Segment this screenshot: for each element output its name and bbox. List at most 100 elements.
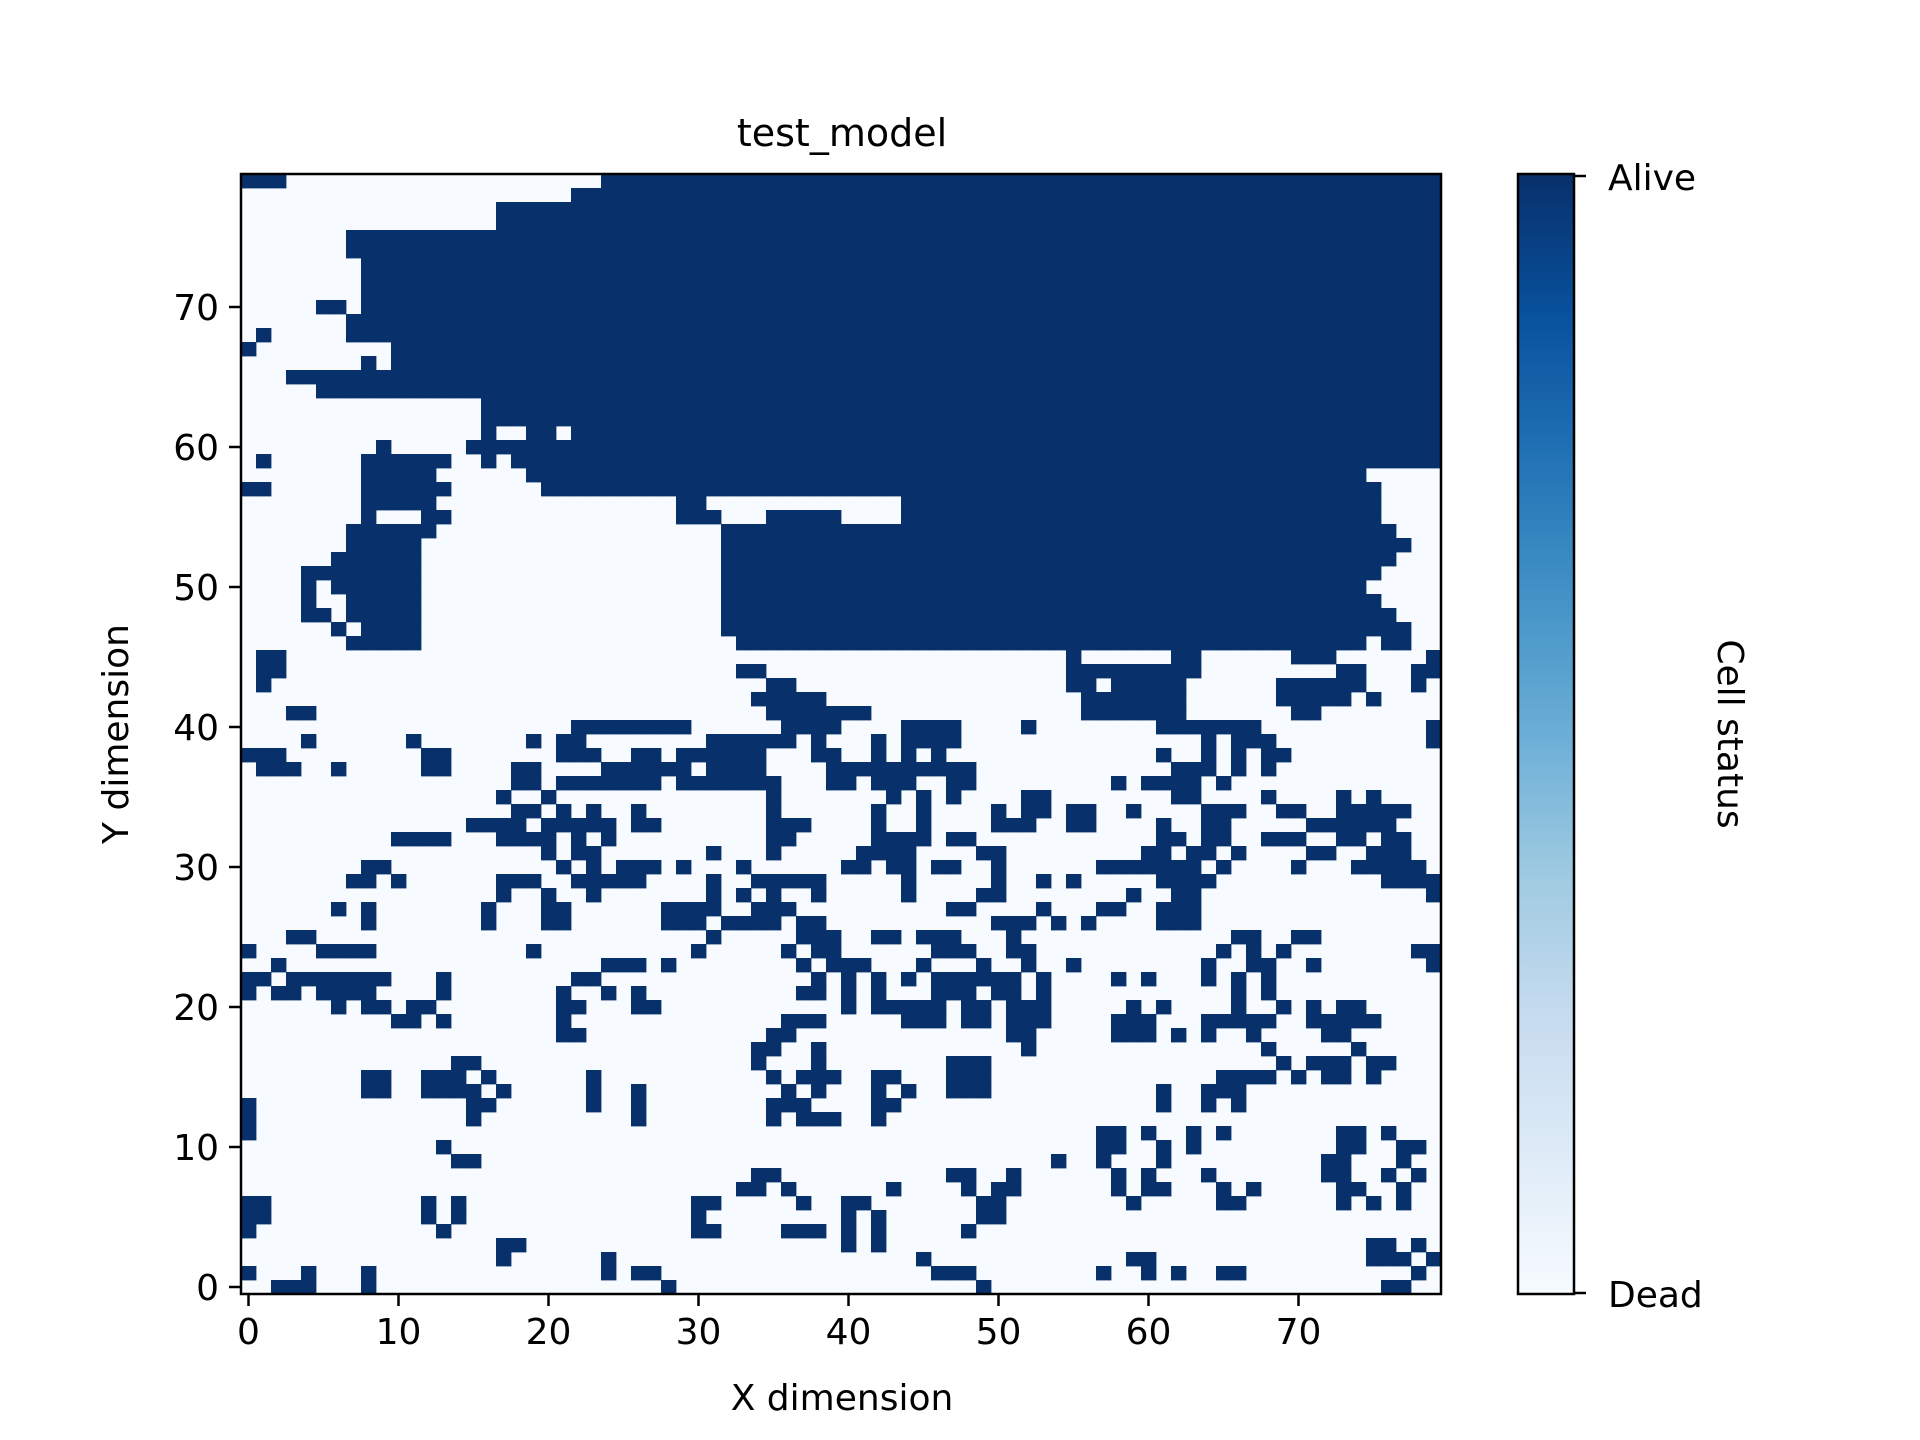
alive-cell [1246,468,1262,483]
alive-cell [1096,902,1112,917]
alive-cell [691,370,707,385]
alive-cell [811,510,827,525]
alive-cell [1126,1028,1142,1043]
alive-cell [526,832,542,847]
alive-cell [586,888,602,903]
alive-cell [511,832,527,847]
alive-cell [961,496,977,511]
alive-cell [1336,286,1352,301]
alive-cell [526,356,542,371]
alive-cell [1081,510,1097,525]
alive-cell [961,636,977,651]
alive-cell [826,440,842,455]
alive-cell [1171,538,1187,553]
alive-cell [781,1028,797,1043]
alive-cell [961,986,977,1001]
alive-cell [736,314,752,329]
alive-cell [766,594,782,609]
alive-cell [1111,496,1127,511]
alive-cell [916,468,932,483]
alive-cell [1051,580,1067,595]
alive-cell [1081,664,1097,679]
alive-cell [1201,804,1217,819]
x-axis-ticks: 0 10 20 30 40 50 60 70 [237,1294,1321,1353]
alive-cell [1291,468,1307,483]
alive-cell [1246,944,1262,959]
alive-cell [766,510,782,525]
alive-cell [1366,272,1382,287]
alive-cell [1141,370,1157,385]
alive-cell [496,370,512,385]
alive-cell [1396,272,1412,287]
alive-cell [346,384,362,399]
alive-cell [631,454,647,469]
alive-cell [1336,496,1352,511]
alive-cell [1171,174,1187,189]
alive-cell [1186,538,1202,553]
alive-cell [1231,846,1247,861]
alive-cell [406,384,422,399]
alive-cell [1036,524,1052,539]
alive-cell [1126,678,1142,693]
alive-cell [1156,692,1172,707]
alive-cell [871,300,887,315]
alive-cell [706,384,722,399]
alive-cell [856,272,872,287]
alive-cell [766,216,782,231]
alive-cell [586,356,602,371]
alive-cell [1276,398,1292,413]
alive-cell [1021,958,1037,973]
alive-cell [1156,538,1172,553]
alive-cell [1081,426,1097,441]
alive-cell [991,566,1007,581]
alive-cell [346,566,362,581]
alive-cell [796,300,812,315]
alive-cell [826,188,842,203]
alive-cell [1291,706,1307,721]
alive-cell [1156,1000,1172,1015]
alive-cell [976,398,992,413]
alive-cell [1306,272,1322,287]
alive-cell [1276,440,1292,455]
alive-cell [586,384,602,399]
alive-cell [766,776,782,791]
alive-cell [1321,608,1337,623]
alive-cell [1096,1154,1112,1169]
alive-cell [1081,804,1097,819]
alive-cell [361,986,377,1001]
alive-cell [976,272,992,287]
alive-cell [586,720,602,735]
alive-cell [556,734,572,749]
alive-cell [1216,426,1232,441]
alive-cell [931,202,947,217]
alive-cell [886,412,902,427]
alive-cell [811,552,827,567]
alive-cell [811,636,827,651]
alive-cell [1381,1280,1397,1295]
alive-cell [661,216,677,231]
alive-cell [916,300,932,315]
alive-cell [751,1056,767,1071]
alive-cell [1261,188,1277,203]
alive-cell [361,1280,377,1295]
alive-cell [1231,468,1247,483]
alive-cell [586,216,602,231]
alive-cell [736,734,752,749]
alive-cell [571,230,587,245]
alive-cell [1231,524,1247,539]
alive-cell [556,272,572,287]
alive-cell [571,846,587,861]
alive-cell [946,608,962,623]
alive-cell [856,244,872,259]
alive-cell [1036,440,1052,455]
alive-cell [526,944,542,959]
alive-cell [1096,636,1112,651]
alive-cell [976,1084,992,1099]
alive-cell [1186,608,1202,623]
alive-cell [766,426,782,441]
alive-cell [421,1196,437,1211]
alive-cell [241,482,257,497]
alive-cell [1006,412,1022,427]
alive-cell [1021,1014,1037,1029]
alive-cell [1096,510,1112,525]
